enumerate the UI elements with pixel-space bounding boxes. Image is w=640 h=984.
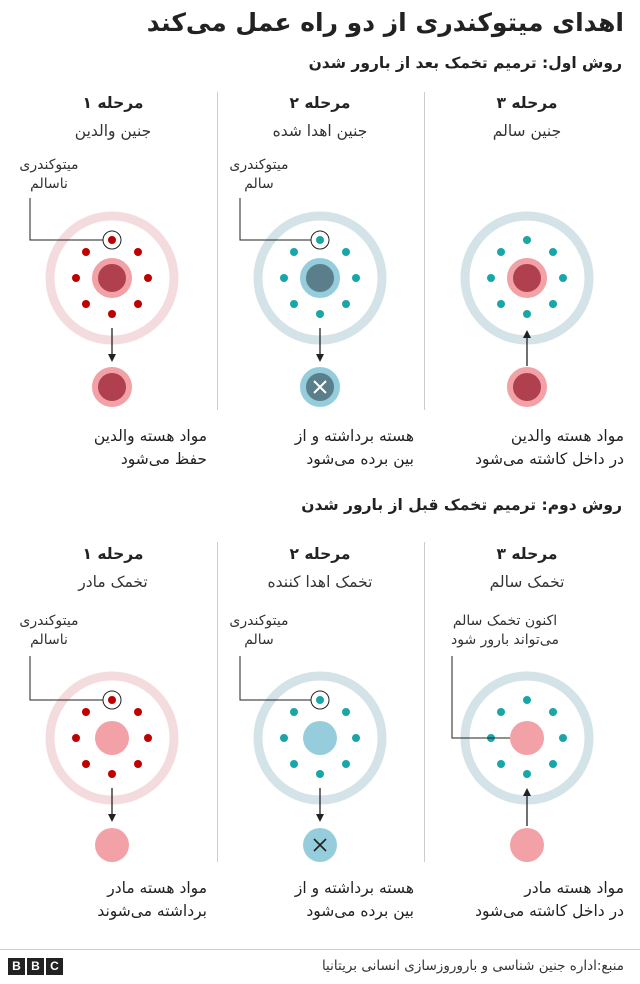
discarded-nucleus-icon (303, 828, 337, 862)
m1-stage-3-cell (460, 211, 594, 345)
callout-line: اکنون تخمک سالم (452, 613, 558, 629)
m1-stage-1-cell (45, 211, 179, 345)
callout-leader (239, 656, 311, 701)
caption-line: در داخل کاشته می‌شود (475, 902, 624, 920)
mother-nucleus (510, 828, 544, 862)
callout-line: میتوکندری (19, 613, 79, 629)
callout-line: سالم (244, 632, 274, 648)
source-text: منبع:اداره جنین شناسی و باروروزسازی انسا… (321, 958, 624, 974)
callout-line: میتوکندری (229, 613, 289, 629)
callout-line: میتوکندری (19, 157, 79, 173)
caption-line: مواد هسته مادر (524, 879, 624, 897)
caption-line: حفظ می‌شود (120, 450, 207, 468)
callout-leader (451, 656, 510, 739)
m2-stage-2-caption: هسته برداشته و از بین برده می‌شود (224, 877, 414, 923)
m1-stage-2-sublabel: جنین اهدا شده (272, 122, 368, 140)
m2-stage-1-caption: مواد هسته مادر برداشته می‌شوند (17, 877, 207, 923)
discarded-nucleus-icon (300, 367, 340, 407)
m2-stage-3-caption: مواد هسته مادر در داخل کاشته می‌شود (434, 877, 624, 923)
m1-stage-2-caption: هسته برداشته و از بین برده می‌شود (224, 425, 414, 471)
caption-line: مواد هسته والدین (93, 427, 207, 445)
method-1-heading: روش اول: ترمیم تخمک بعد از بارور شدن (308, 54, 622, 72)
m1-stage-3-caption: مواد هسته والدین در داخل کاشته می‌شود (434, 425, 624, 471)
m2-stage-1-callout: میتوکندری ناسالم (4, 612, 94, 650)
m1-stage-3-label: مرحله ۳ (496, 94, 558, 112)
logo-letter: C (46, 958, 63, 975)
callout-leader (239, 198, 311, 241)
callout-line: ناسالم (30, 632, 68, 648)
parent-nucleus (92, 367, 132, 407)
m2-stage-1-sublabel: تخمک مادر (78, 573, 148, 591)
caption-line: مواد هسته مادر (107, 879, 207, 897)
column-divider (217, 92, 218, 410)
callout-line: می‌تواند بارور شود (451, 632, 559, 648)
m2-stage-3-sublabel: تخمک سالم (489, 573, 565, 591)
mother-nucleus (95, 828, 129, 862)
callout-line: میتوکندری (229, 157, 289, 173)
m1-stage-2-label: مرحله ۲ (289, 94, 351, 112)
m2-stage-1-label: مرحله ۱ (82, 545, 144, 563)
callout-leader (29, 198, 103, 241)
caption-line: برداشته می‌شوند (97, 902, 207, 920)
m1-stage-1-caption: مواد هسته والدین حفظ می‌شود (17, 425, 207, 471)
m1-stage-3-sublabel: جنین سالم (492, 122, 562, 140)
caption-line: مواد هسته والدین (510, 427, 624, 445)
column-divider (424, 92, 425, 410)
column-divider (217, 542, 218, 862)
footer-divider (0, 949, 640, 950)
caption-line: هسته برداشته و از (294, 879, 414, 897)
callout-line: ناسالم (30, 176, 68, 192)
m1-stage-1-callout: میتوکندری ناسالم (4, 156, 94, 194)
caption-line: در داخل کاشته می‌شود (475, 450, 624, 468)
callout-line: سالم (244, 176, 274, 192)
logo-letter: B (27, 958, 44, 975)
m2-stage-2-cell (253, 671, 387, 805)
caption-line: بین برده می‌شود (306, 450, 414, 468)
m2-stage-2-callout: میتوکندری سالم (214, 612, 304, 650)
m2-stage-3-label: مرحله ۳ (496, 545, 558, 563)
caption-line: بین برده می‌شود (306, 902, 414, 920)
m2-stage-2-label: مرحله ۲ (289, 545, 351, 563)
m1-stage-2-callout: میتوکندری سالم (214, 156, 304, 194)
m1-stage-1-label: مرحله ۱ (82, 94, 144, 112)
page-title: اهدای میتوکندری از دو راه عمل می‌کند (146, 8, 624, 37)
m2-stage-1-cell (45, 671, 179, 805)
callout-leader (29, 656, 103, 701)
m1-stage-2-cell (253, 211, 387, 345)
parent-nucleus (507, 367, 547, 407)
m2-stage-3-callout: اکنون تخمک سالم می‌تواند بارور شود (430, 612, 580, 650)
column-divider (424, 542, 425, 862)
bbc-logo: B B C (8, 958, 63, 975)
m2-stage-2-sublabel: تخمک اهدا کننده (267, 573, 373, 591)
logo-letter: B (8, 958, 25, 975)
caption-line: هسته برداشته و از (294, 427, 414, 445)
method-2-heading: روش دوم: ترمیم تخمک قبل از بارور شدن (301, 496, 622, 514)
m1-stage-1-sublabel: جنین والدین (74, 122, 152, 140)
